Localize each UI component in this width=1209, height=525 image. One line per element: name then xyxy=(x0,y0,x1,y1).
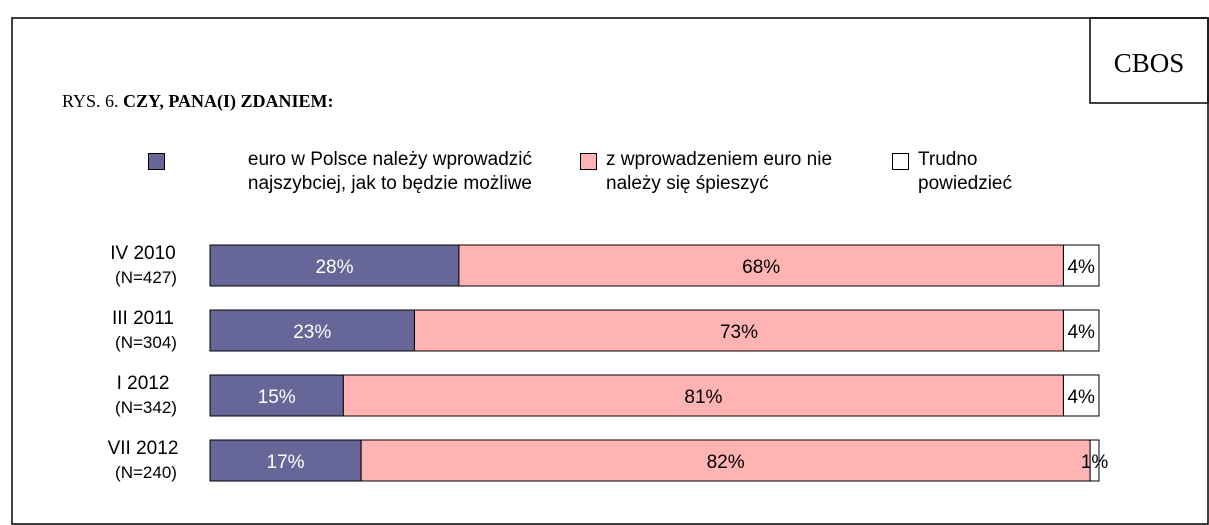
value-label: 1% xyxy=(1081,452,1109,473)
legend-swatch xyxy=(580,153,597,170)
sample-size: (N=240) xyxy=(115,463,177,482)
legend-label: euro w Polsce należy wprowadzić najszybc… xyxy=(247,149,532,194)
title-prefix: RYS. 6. xyxy=(62,91,119,111)
value-label: 4% xyxy=(1067,257,1095,278)
legend-label: Trudno powiedzieć xyxy=(918,149,1012,194)
value-label: 15% xyxy=(258,387,296,408)
category-label: III 2011 xyxy=(112,308,174,329)
bar-segment xyxy=(209,374,344,417)
sample-size: (N=342) xyxy=(115,398,177,417)
bar-segment xyxy=(209,244,460,287)
value-label: 68% xyxy=(742,257,780,278)
value-label: 17% xyxy=(267,452,305,473)
sample-size: (N=427) xyxy=(115,268,177,287)
category-label: IV 2010 xyxy=(110,243,176,264)
bar-segment xyxy=(209,309,415,352)
bar-segment xyxy=(209,439,362,482)
bar-segment xyxy=(1062,244,1100,287)
bar-segment xyxy=(1062,309,1100,352)
sample-size: (N=304) xyxy=(115,333,177,352)
legend-swatch xyxy=(148,153,165,170)
label: CBOS xyxy=(1114,48,1185,78)
legend-swatch xyxy=(892,153,909,170)
value-label: 4% xyxy=(1067,322,1095,343)
bar-segment xyxy=(458,244,1064,287)
legend-label: z wprowadzeniem euro nie należy się śpie… xyxy=(606,149,833,194)
value-label: 81% xyxy=(684,387,722,408)
bar-segment xyxy=(1062,374,1100,417)
value-label: 73% xyxy=(720,322,758,343)
value-label: 82% xyxy=(707,452,745,473)
value-label: 4% xyxy=(1067,387,1095,408)
category-label: I 2012 xyxy=(117,373,170,394)
frame xyxy=(11,17,1209,525)
chart-title: RYS. 6. CZY, PANA(I) ZDANIEM: xyxy=(62,91,334,112)
category-label: VII 2012 xyxy=(108,438,179,459)
title: CZY, PANA(I) ZDANIEM: xyxy=(123,91,334,112)
value-label: 23% xyxy=(293,322,331,343)
value-label: 28% xyxy=(315,257,353,278)
bar-segment xyxy=(413,309,1064,352)
label-box xyxy=(1089,17,1209,104)
bar-segment xyxy=(1089,439,1100,482)
